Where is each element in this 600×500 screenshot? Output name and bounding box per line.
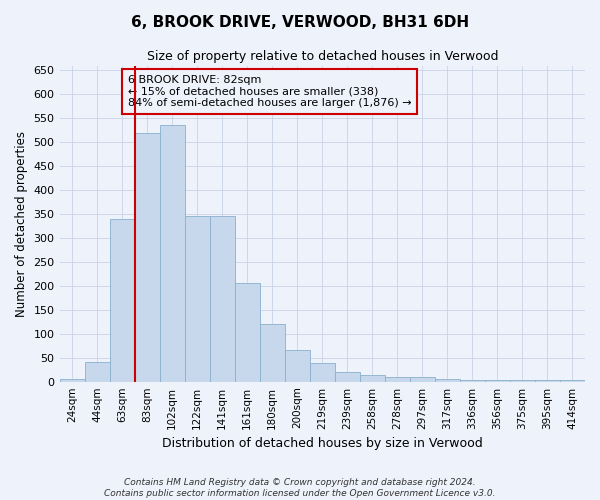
Bar: [460, 380, 485, 382]
Bar: [385, 377, 410, 382]
Bar: [485, 380, 510, 382]
Bar: [235, 284, 260, 382]
Bar: [110, 219, 134, 382]
Text: 6, BROOK DRIVE, VERWOOD, BH31 6DH: 6, BROOK DRIVE, VERWOOD, BH31 6DH: [131, 15, 469, 30]
Y-axis label: Number of detached properties: Number of detached properties: [15, 130, 28, 316]
Bar: [134, 132, 160, 382]
Bar: [85, 362, 110, 382]
Bar: [560, 380, 585, 382]
Bar: [59, 380, 85, 382]
Bar: [310, 364, 335, 382]
Title: Size of property relative to detached houses in Verwood: Size of property relative to detached ho…: [146, 50, 498, 63]
Bar: [285, 350, 310, 382]
X-axis label: Distribution of detached houses by size in Verwood: Distribution of detached houses by size …: [162, 437, 482, 450]
Bar: [209, 216, 235, 382]
Bar: [335, 372, 360, 382]
Bar: [435, 380, 460, 382]
Bar: [410, 377, 435, 382]
Text: Contains HM Land Registry data © Crown copyright and database right 2024.
Contai: Contains HM Land Registry data © Crown c…: [104, 478, 496, 498]
Text: 6 BROOK DRIVE: 82sqm
← 15% of detached houses are smaller (338)
84% of semi-deta: 6 BROOK DRIVE: 82sqm ← 15% of detached h…: [128, 75, 412, 108]
Bar: [510, 380, 535, 382]
Bar: [185, 216, 209, 382]
Bar: [160, 126, 185, 382]
Bar: [260, 324, 285, 382]
Bar: [535, 380, 560, 382]
Bar: [360, 376, 385, 382]
